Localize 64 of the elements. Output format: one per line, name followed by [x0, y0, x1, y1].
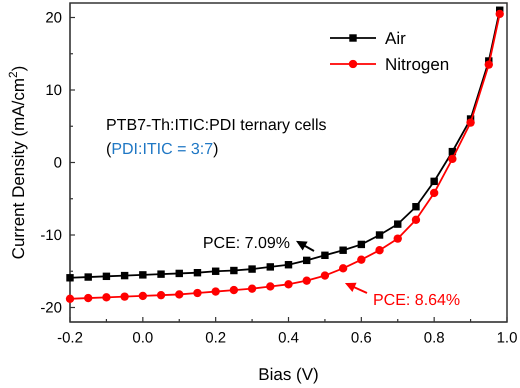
annotation: (PDI:ITIC = 3:7)	[106, 141, 218, 158]
point	[230, 266, 238, 274]
point	[139, 271, 147, 279]
legend-label: Nitrogen	[385, 55, 450, 74]
point	[156, 291, 166, 300]
point	[266, 282, 274, 291]
y-tick-label: 10	[45, 82, 62, 99]
annotation: PTB7-Th:ITIC:PDI ternary cells	[106, 117, 326, 134]
point	[358, 240, 366, 248]
y-tick-label: -10	[40, 226, 62, 244]
point	[194, 268, 202, 276]
point	[248, 284, 256, 293]
x-axis-title: Bias (V)	[258, 365, 319, 384]
point	[175, 290, 184, 299]
point	[466, 118, 475, 127]
point	[66, 274, 74, 282]
point	[430, 188, 438, 198]
point	[120, 272, 128, 280]
point	[484, 60, 493, 69]
point	[394, 234, 402, 243]
point	[448, 154, 457, 164]
x-tick-label: 0.8	[424, 330, 445, 347]
point	[176, 270, 183, 278]
y-tick-label: -20	[40, 299, 62, 316]
point	[284, 261, 292, 268]
point	[430, 178, 438, 186]
point	[211, 287, 220, 296]
x-tick-label: 0.4	[278, 330, 299, 347]
y-tick-label: 0	[54, 154, 62, 172]
point	[102, 272, 110, 280]
point	[193, 288, 202, 298]
point	[338, 264, 348, 273]
x-tick-label: 0.6	[350, 330, 372, 347]
point	[84, 294, 92, 302]
x-tick-label: 0.2	[205, 330, 226, 347]
point	[412, 203, 420, 210]
legend-label: Air	[385, 29, 406, 48]
annotation: PCE: 8.64%	[373, 292, 460, 309]
point	[266, 263, 274, 271]
point	[66, 294, 74, 303]
point	[138, 292, 148, 300]
point	[120, 292, 129, 301]
point	[394, 220, 402, 228]
point	[320, 271, 330, 280]
point	[248, 265, 256, 273]
point	[302, 276, 311, 285]
x-tick-label: -0.2	[57, 330, 83, 347]
point	[339, 246, 347, 254]
x-tick-label: 0.0	[132, 330, 154, 347]
point	[321, 252, 329, 260]
point	[212, 268, 220, 275]
x-tick-label: 1.0	[496, 330, 518, 347]
point	[303, 256, 310, 264]
point	[375, 246, 384, 254]
point	[284, 280, 293, 288]
annotation: PCE: 7.09%	[202, 235, 290, 252]
point	[412, 216, 420, 224]
point	[230, 286, 238, 294]
point	[496, 10, 504, 18]
point	[157, 270, 165, 278]
point	[84, 273, 92, 281]
point	[102, 293, 111, 302]
point	[357, 255, 366, 264]
y-tick-label: 20	[45, 9, 62, 26]
